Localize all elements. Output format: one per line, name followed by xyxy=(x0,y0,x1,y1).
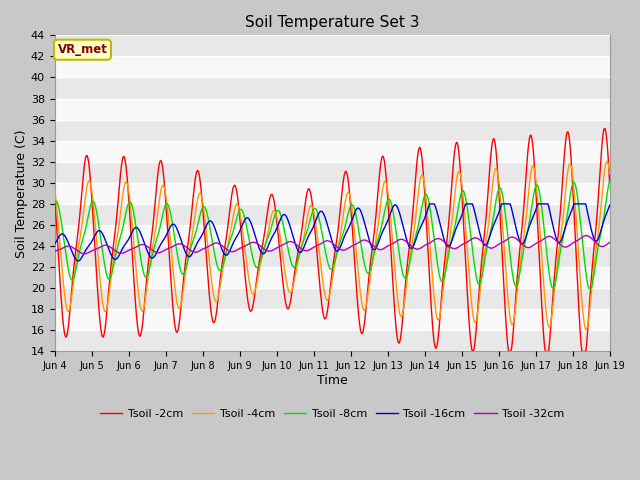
Tsoil -32cm xyxy=(51,249,59,254)
Bar xyxy=(55,77,610,98)
Tsoil -4cm xyxy=(174,304,182,310)
Tsoil -16cm xyxy=(205,219,212,225)
Tsoil -16cm xyxy=(401,228,408,234)
Tsoil -16cm xyxy=(427,201,435,207)
Tsoil -8cm xyxy=(51,199,59,205)
Bar xyxy=(55,183,610,204)
Tsoil -8cm xyxy=(61,243,68,249)
Bar xyxy=(55,120,610,141)
Bar xyxy=(55,204,610,225)
Tsoil -8cm xyxy=(174,256,182,262)
Tsoil -32cm xyxy=(205,244,212,250)
Legend: Tsoil -2cm, Tsoil -4cm, Tsoil -8cm, Tsoil -16cm, Tsoil -32cm: Tsoil -2cm, Tsoil -4cm, Tsoil -8cm, Tsoi… xyxy=(95,404,569,423)
Line: Tsoil -2cm: Tsoil -2cm xyxy=(55,129,610,351)
Tsoil -4cm xyxy=(606,171,614,177)
Bar xyxy=(55,57,610,77)
Tsoil -2cm xyxy=(51,194,59,200)
Tsoil -2cm xyxy=(601,126,609,132)
Tsoil -4cm xyxy=(204,241,211,247)
Tsoil -32cm xyxy=(401,238,408,243)
Tsoil -2cm xyxy=(416,144,424,150)
Tsoil -2cm xyxy=(204,270,211,276)
Tsoil -2cm xyxy=(606,180,614,185)
Tsoil -4cm xyxy=(582,326,590,332)
Tsoil -4cm xyxy=(51,188,59,193)
Tsoil -8cm xyxy=(416,216,424,221)
Line: Tsoil -32cm: Tsoil -32cm xyxy=(55,236,610,254)
Bar xyxy=(55,36,610,57)
Tsoil -2cm xyxy=(469,348,477,354)
Tsoil -2cm xyxy=(61,332,68,337)
Tsoil -16cm xyxy=(175,231,183,237)
Bar xyxy=(55,288,610,309)
Y-axis label: Soil Temperature (C): Soil Temperature (C) xyxy=(15,129,28,258)
Tsoil -16cm xyxy=(61,233,68,239)
Tsoil -32cm xyxy=(417,245,424,251)
Tsoil -4cm xyxy=(604,158,611,164)
Tsoil -32cm xyxy=(582,233,590,239)
Tsoil -4cm xyxy=(400,306,408,312)
Bar xyxy=(55,309,610,330)
Bar xyxy=(55,162,610,183)
Tsoil -32cm xyxy=(175,241,183,247)
Line: Tsoil -4cm: Tsoil -4cm xyxy=(55,161,610,329)
Tsoil -32cm xyxy=(61,244,68,250)
Bar xyxy=(55,246,610,267)
Tsoil -32cm xyxy=(119,250,127,256)
Tsoil -8cm xyxy=(550,285,557,291)
Title: Soil Temperature Set 3: Soil Temperature Set 3 xyxy=(245,15,419,30)
Tsoil -32cm xyxy=(606,240,614,245)
Tsoil -16cm xyxy=(417,225,424,230)
Tsoil -2cm xyxy=(118,159,125,165)
Tsoil -8cm xyxy=(118,228,125,234)
X-axis label: Time: Time xyxy=(317,374,348,387)
Tsoil -2cm xyxy=(174,326,182,332)
Text: VR_met: VR_met xyxy=(58,43,108,56)
Bar xyxy=(55,141,610,162)
Bar xyxy=(55,330,610,351)
Tsoil -8cm xyxy=(400,273,408,279)
Tsoil -8cm xyxy=(606,179,614,184)
Bar xyxy=(55,98,610,120)
Bar xyxy=(55,225,610,246)
Tsoil -4cm xyxy=(416,179,424,185)
Tsoil -8cm xyxy=(204,213,211,218)
Tsoil -16cm xyxy=(606,203,614,208)
Line: Tsoil -16cm: Tsoil -16cm xyxy=(55,204,610,261)
Tsoil -4cm xyxy=(118,199,125,204)
Tsoil -2cm xyxy=(400,304,408,310)
Tsoil -16cm xyxy=(51,241,59,247)
Bar xyxy=(55,267,610,288)
Tsoil -32cm xyxy=(80,251,88,257)
Line: Tsoil -8cm: Tsoil -8cm xyxy=(55,181,610,288)
Tsoil -4cm xyxy=(61,293,68,299)
Tsoil -16cm xyxy=(74,258,82,264)
Tsoil -16cm xyxy=(119,245,127,251)
